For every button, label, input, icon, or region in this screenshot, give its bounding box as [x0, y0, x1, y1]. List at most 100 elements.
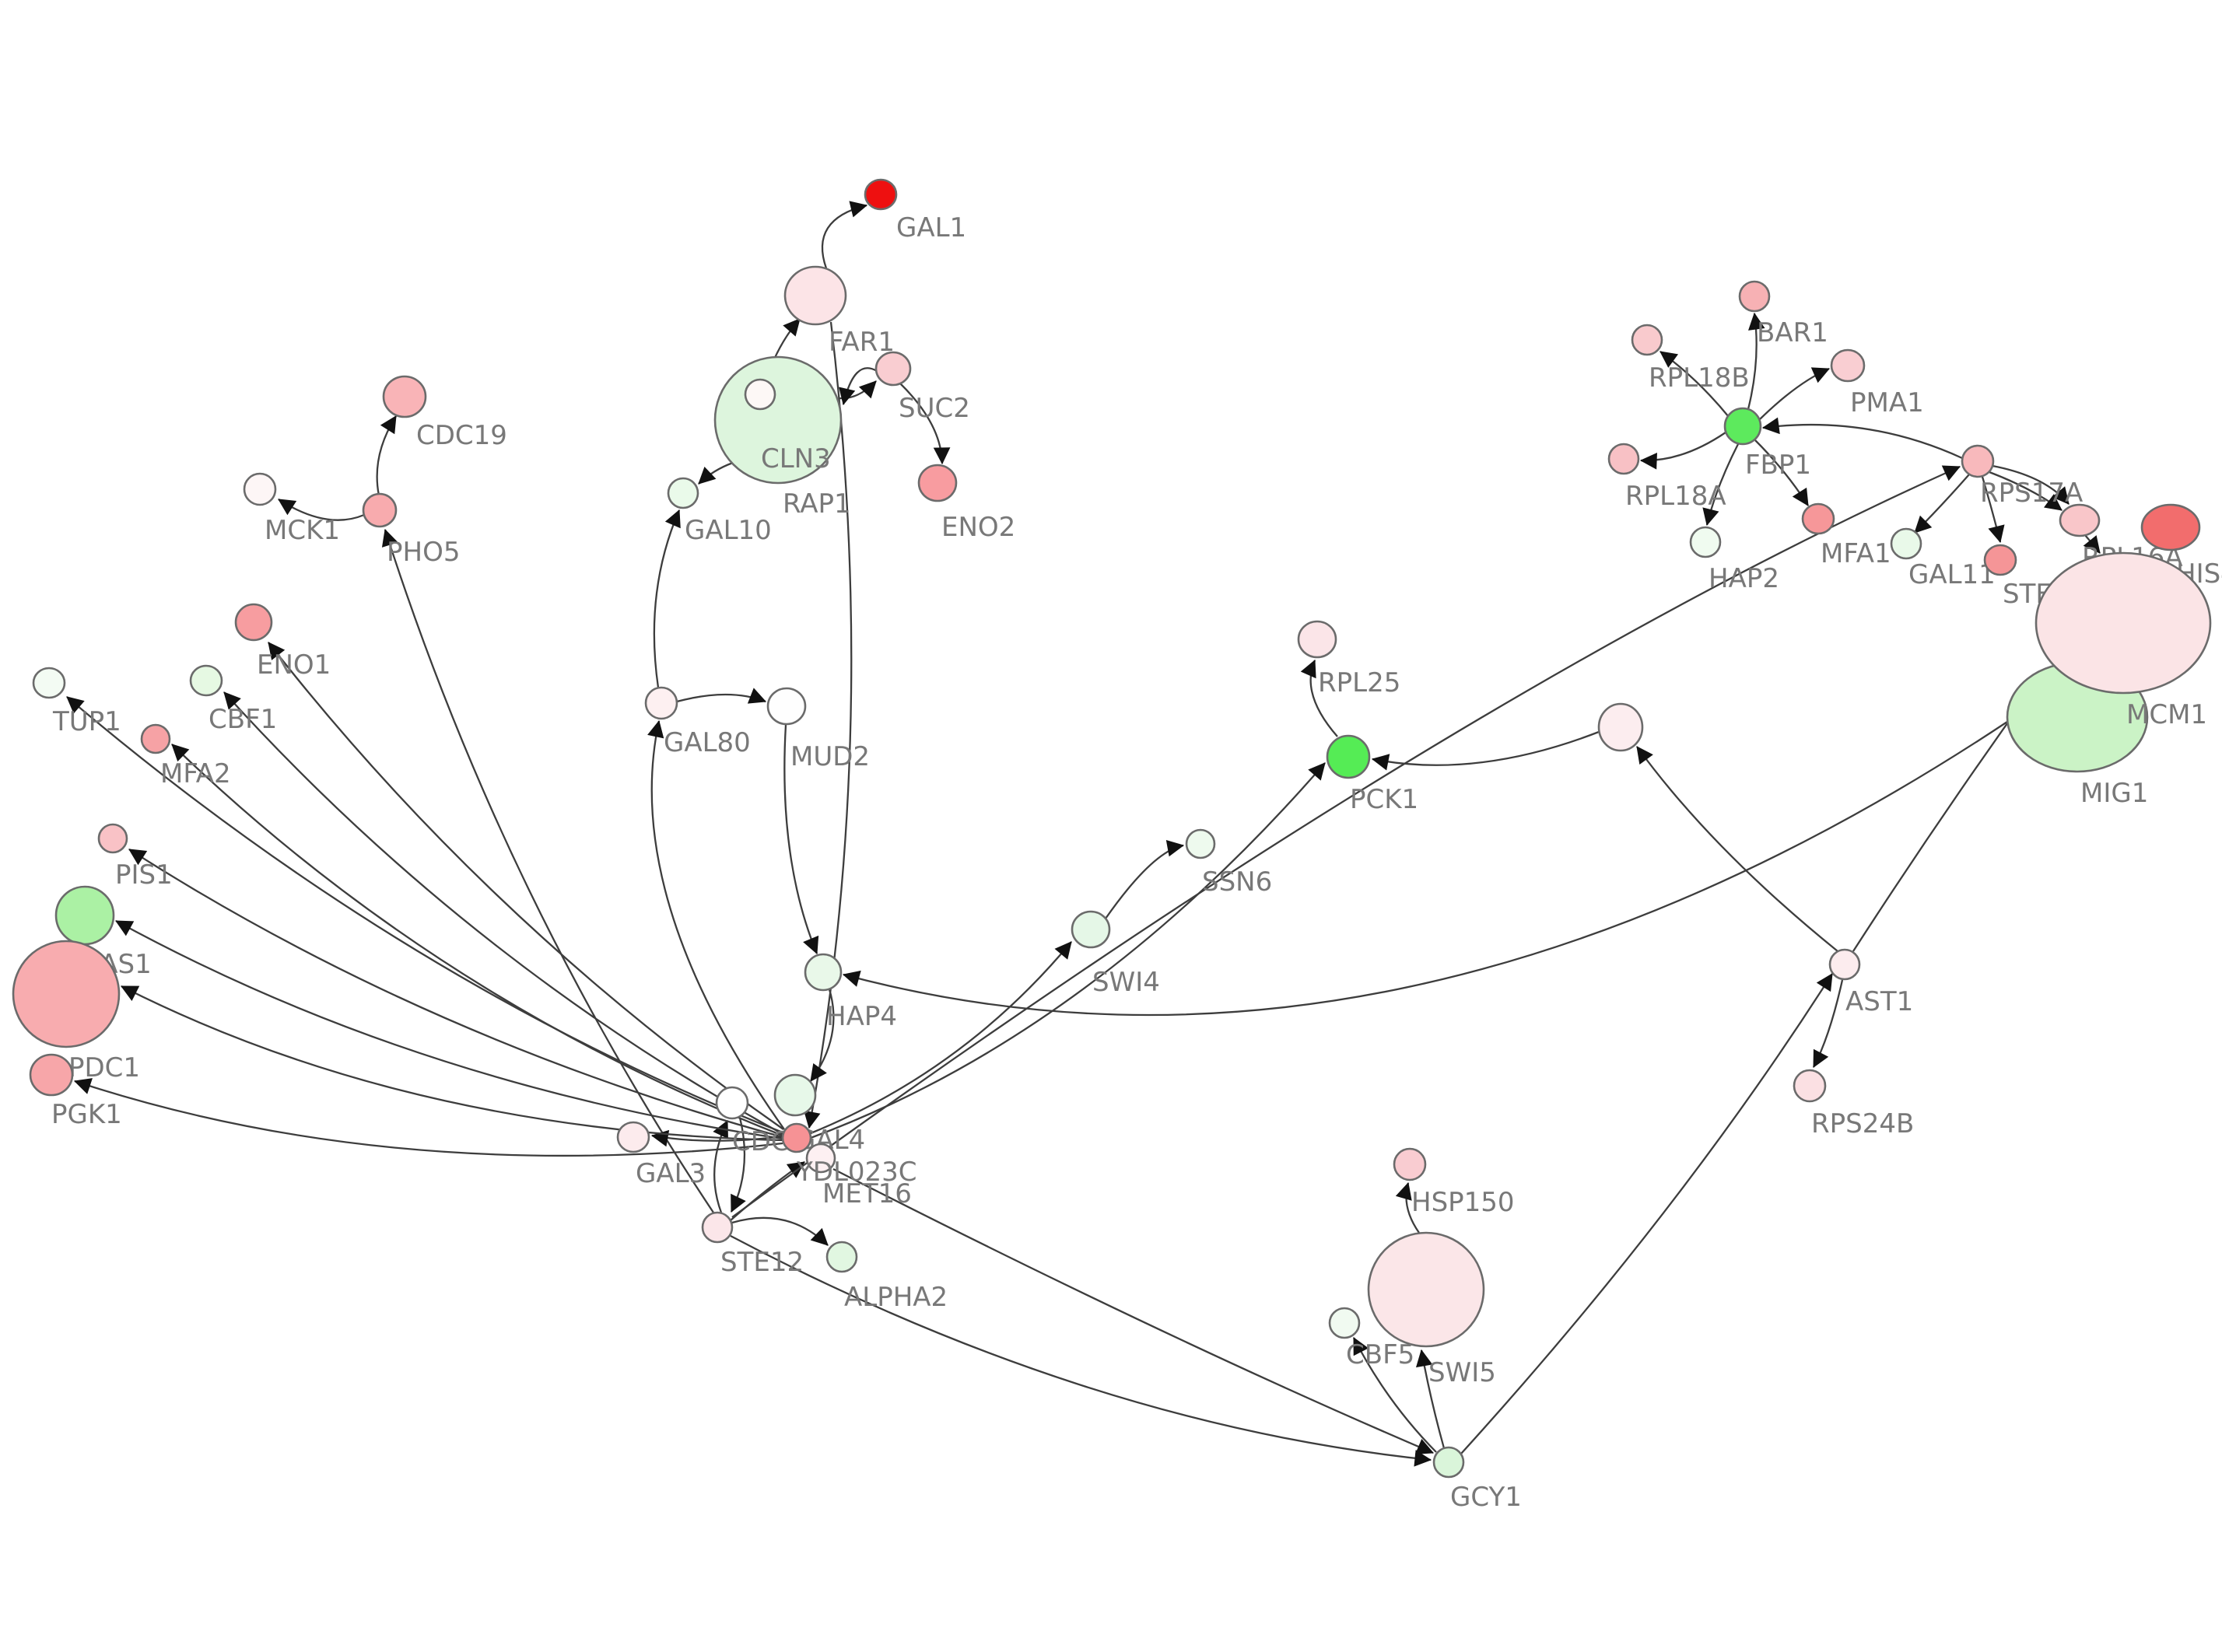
edge-AST1-RPS24B[interactable] — [1812, 979, 1844, 1068]
node-MFA1[interactable] — [1801, 502, 1835, 535]
node-MET16[interactable] — [805, 1143, 836, 1174]
node-RAS1[interactable] — [54, 885, 115, 946]
edge-SUC2-RAP1[interactable] — [839, 367, 878, 406]
node-ALPHA2[interactable] — [825, 1241, 858, 1273]
node-CBF5[interactable] — [1328, 1307, 1361, 1339]
node-GAL80[interactable] — [644, 686, 678, 720]
node-GAL3[interactable] — [616, 1121, 650, 1153]
edge-PHO5-CDC19[interactable] — [376, 415, 397, 496]
edge-SUC2-ENO2[interactable] — [899, 383, 951, 465]
edge-STE12-PHO5[interactable] — [381, 528, 714, 1213]
node-PMA1[interactable] — [1830, 348, 1866, 383]
node-RPL18A[interactable] — [1607, 443, 1640, 475]
edge-FBP1-RPL18A[interactable] — [1639, 432, 1726, 470]
node-SUC2[interactable] — [874, 351, 912, 387]
node-MCK1[interactable] — [243, 472, 277, 506]
edge-FAR1-YDL023C[interactable] — [804, 321, 853, 1129]
node-RPS24B[interactable] — [1793, 1069, 1827, 1103]
node-CBF1[interactable] — [189, 664, 223, 697]
node-BAR1[interactable] — [1738, 280, 1771, 313]
node-SSN6[interactable] — [1185, 828, 1216, 859]
edge-YDL023C-CBF1[interactable] — [223, 691, 783, 1136]
node-GAL1[interactable] — [864, 178, 898, 211]
node-CDC6[interactable] — [715, 1086, 749, 1120]
edge-MET16-GCY1[interactable] — [832, 1167, 1434, 1454]
node-RPS17A[interactable] — [1961, 444, 1995, 478]
node-PHO5[interactable] — [362, 492, 398, 528]
node-HAP2[interactable] — [1689, 526, 1722, 558]
edge-FBP1-RPL18B[interactable] — [1659, 351, 1730, 418]
node-ENO1[interactable] — [234, 603, 273, 642]
edge-FBP1-PMA1[interactable] — [1759, 367, 1830, 420]
node-TUP1[interactable] — [32, 667, 66, 699]
node-SWI4[interactable] — [1071, 910, 1111, 949]
edge-RPS17A-FBP1[interactable] — [1761, 417, 1963, 460]
edge-RAP1-GAL10[interactable] — [698, 461, 734, 485]
edge-RPS17A-RPL16A[interactable] — [1989, 471, 2063, 511]
node-RPL16A[interactable] — [2059, 503, 2101, 537]
node-YDL023C[interactable] — [781, 1122, 812, 1153]
edge-YDL023C-MFA2[interactable] — [171, 744, 783, 1137]
edge-MUD2-HAP4[interactable] — [783, 724, 819, 955]
edge-RPS17A-GAL11[interactable] — [1914, 474, 1970, 534]
edge-YDL023C-TUP1[interactable] — [66, 696, 783, 1134]
edge-MIG1-HAP4[interactable] — [842, 721, 2008, 1017]
node-STE2[interactable] — [1983, 544, 2017, 576]
edge-RPS17A-RPL16A[interactable] — [1992, 464, 2070, 505]
node-SWI5[interactable] — [1367, 1231, 1485, 1348]
edge-YDL023C-PCK1[interactable] — [810, 762, 1326, 1139]
edge-RPL16A-MCM1[interactable] — [2083, 534, 2101, 554]
node-RPL25[interactable] — [1297, 620, 1337, 659]
edge-SWI4-SSN6[interactable] — [1105, 839, 1185, 919]
node-PCK1[interactable] — [1326, 734, 1371, 779]
node-AST1[interactable] — [1828, 948, 1861, 981]
node-PGK1[interactable] — [29, 1053, 74, 1097]
node-FAR1[interactable] — [783, 265, 847, 326]
node-GAL11[interactable] — [1890, 527, 1922, 560]
edge-PHO5-MCK1[interactable] — [278, 499, 365, 521]
edge-STE12-ALPHA2[interactable] — [731, 1216, 829, 1246]
edge-YDL023C-ENO1[interactable] — [268, 642, 784, 1130]
node-CDC19[interactable] — [382, 375, 427, 418]
node-MUD2[interactable] — [766, 687, 807, 726]
node-MFA2[interactable] — [140, 723, 171, 754]
edge-CDC6-STE12[interactable] — [730, 1117, 746, 1213]
edge-FBP1-MFA1[interactable] — [1754, 439, 1809, 506]
edge-STE12-RPS17A[interactable] — [731, 465, 1961, 1218]
edge-PCK1-RPL25[interactable] — [1300, 660, 1338, 737]
node-MCM1[interactable] — [2034, 551, 2212, 695]
node-STE12[interactable] — [701, 1211, 734, 1244]
edge-YDL023C-PGK1[interactable] — [73, 1078, 783, 1157]
node-HIS4[interactable] — [2140, 503, 2201, 551]
edge-GAL80-MUD2[interactable] — [676, 688, 767, 704]
node-GAL10[interactable] — [667, 477, 699, 509]
edge-FBP1-HAP2[interactable] — [1702, 443, 1740, 527]
edge-GAL80-GAL10[interactable] — [653, 509, 681, 688]
node-RPL18B[interactable] — [1631, 324, 1663, 356]
edge-STE12-GCY1[interactable] — [730, 1234, 1432, 1467]
edge-GCY1-AST1[interactable] — [1460, 973, 1833, 1454]
node-PIS1[interactable] — [97, 823, 128, 854]
edge-YDL023C-GAL3[interactable] — [650, 1129, 783, 1147]
node-FBP1[interactable] — [1723, 407, 1762, 446]
edge-YDL023C-PDC1[interactable] — [121, 985, 783, 1142]
edge-YDL023C-GAL80[interactable] — [647, 719, 785, 1130]
edge-YDL023C-PIS1[interactable] — [128, 849, 783, 1139]
node-HSP150[interactable] — [1393, 1147, 1427, 1181]
edge-YDL023C-RAS1[interactable] — [115, 919, 783, 1140]
node-HAP4[interactable] — [804, 953, 843, 992]
edge-YDL023C-SWI4[interactable] — [810, 941, 1072, 1135]
node-NODE_UNLABELED[interactable] — [1597, 702, 1644, 752]
edge-FAR1-GAL1[interactable] — [821, 201, 868, 269]
node-GCY1[interactable] — [1432, 1446, 1465, 1479]
node-GAL4[interactable] — [773, 1073, 817, 1117]
edge-HAP4-GAL4[interactable] — [810, 989, 835, 1082]
edge-NODE_UNLABELED-PCK1[interactable] — [1371, 730, 1600, 771]
node-CLN3[interactable] — [744, 378, 776, 411]
edge-GCY1-SWI5[interactable] — [1415, 1349, 1446, 1449]
edge-SWI5-HSP150[interactable] — [1395, 1181, 1420, 1234]
node-PDC1[interactable] — [12, 940, 121, 1048]
node-ENO2[interactable] — [917, 464, 958, 502]
edge-RPS17A-STE2[interactable] — [1981, 476, 2005, 544]
edge-RAP1-SUC2[interactable] — [838, 380, 877, 400]
